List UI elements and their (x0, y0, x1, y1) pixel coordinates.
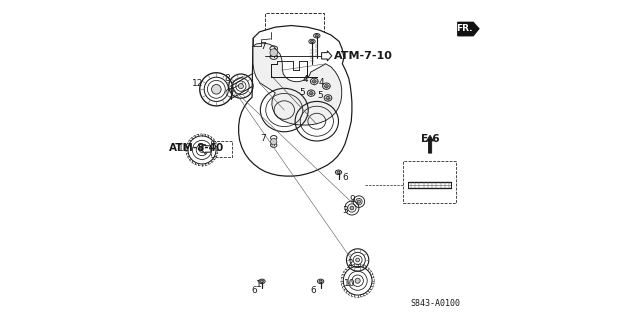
Ellipse shape (212, 85, 221, 94)
Ellipse shape (350, 206, 354, 210)
Ellipse shape (324, 85, 328, 88)
Text: 1: 1 (256, 280, 262, 289)
Ellipse shape (200, 147, 205, 152)
Ellipse shape (316, 34, 319, 37)
Text: 10: 10 (344, 279, 355, 288)
Ellipse shape (337, 171, 340, 174)
Text: 6: 6 (342, 173, 348, 182)
Text: 9: 9 (349, 195, 355, 204)
Text: FR.: FR. (456, 24, 472, 33)
Polygon shape (253, 43, 342, 125)
Polygon shape (239, 26, 352, 176)
Ellipse shape (238, 84, 243, 89)
Text: 4: 4 (303, 75, 308, 84)
Ellipse shape (319, 280, 322, 283)
Text: 3: 3 (342, 206, 348, 215)
Text: 6: 6 (311, 286, 317, 295)
Text: 12: 12 (191, 79, 203, 88)
Ellipse shape (355, 278, 360, 283)
Text: ATM-8-40: ATM-8-40 (168, 143, 224, 153)
Ellipse shape (260, 280, 264, 283)
Text: 7: 7 (260, 42, 266, 51)
Ellipse shape (326, 96, 330, 100)
Text: 11: 11 (178, 144, 189, 153)
Polygon shape (458, 22, 479, 36)
Ellipse shape (309, 92, 313, 95)
Ellipse shape (271, 138, 277, 145)
FancyBboxPatch shape (403, 161, 456, 203)
Text: 2: 2 (348, 259, 353, 268)
Text: 5: 5 (300, 88, 305, 97)
FancyBboxPatch shape (265, 13, 324, 83)
Text: 5: 5 (317, 91, 323, 100)
FancyArrow shape (426, 135, 433, 153)
Ellipse shape (357, 200, 360, 203)
FancyArrow shape (201, 144, 211, 154)
Ellipse shape (312, 80, 316, 83)
Ellipse shape (356, 258, 360, 262)
Text: 7: 7 (260, 134, 266, 143)
Text: 6: 6 (252, 286, 257, 295)
Text: 4: 4 (319, 78, 324, 87)
Text: E-6: E-6 (420, 134, 440, 144)
Text: 8: 8 (225, 74, 230, 83)
Ellipse shape (270, 49, 278, 56)
Text: S843-A0100: S843-A0100 (410, 299, 460, 308)
FancyArrow shape (321, 51, 332, 61)
Text: ATM-7-10: ATM-7-10 (334, 51, 393, 61)
Ellipse shape (310, 40, 314, 43)
